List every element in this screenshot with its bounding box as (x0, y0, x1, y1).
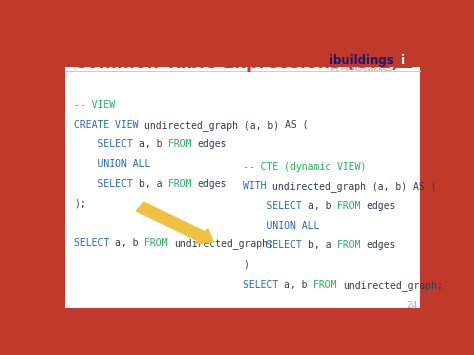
Text: SELECT: SELECT (74, 179, 138, 189)
Text: FROM: FROM (337, 240, 366, 250)
Text: FROM: FROM (313, 280, 343, 290)
Text: i: i (401, 54, 406, 67)
Text: SELECT: SELECT (243, 201, 308, 211)
Text: );: ); (74, 198, 86, 208)
Text: ): ) (243, 260, 249, 270)
Text: SELECT: SELECT (74, 238, 115, 248)
Text: -- CTE (dynamic VIEW): -- CTE (dynamic VIEW) (243, 162, 366, 171)
Text: ibuildings: ibuildings (329, 54, 394, 67)
Text: FROM: FROM (145, 238, 174, 248)
Text: SELECT: SELECT (243, 280, 284, 290)
Text: UNION ALL: UNION ALL (74, 159, 150, 169)
Text: undirected_graph;: undirected_graph; (343, 280, 443, 290)
Text: b, a: b, a (138, 179, 168, 189)
Text: UNION ALL: UNION ALL (243, 220, 319, 230)
Text: AS (: AS ( (285, 120, 309, 130)
Text: a, b: a, b (115, 238, 145, 248)
Bar (395, 53, 412, 68)
Text: edges: edges (197, 179, 227, 189)
Text: edges: edges (197, 140, 227, 149)
Text: CREATE: CREATE (74, 120, 115, 130)
FancyArrow shape (136, 202, 213, 244)
Text: VIEW: VIEW (115, 120, 145, 130)
Text: a, b: a, b (138, 140, 168, 149)
Text: undirected_graph (a, b): undirected_graph (a, b) (145, 120, 285, 131)
Text: FROM: FROM (168, 140, 197, 149)
Text: FROM: FROM (337, 201, 366, 211)
Text: edges: edges (366, 240, 396, 250)
Text: AS (: AS ( (413, 181, 437, 191)
Text: -- VIEW: -- VIEW (74, 100, 115, 110)
Bar (65, 34, 420, 67)
Text: edges: edges (366, 201, 396, 211)
Text: 24: 24 (406, 301, 418, 310)
Text: undirected_graph;: undirected_graph; (174, 238, 273, 249)
Text: b, a: b, a (308, 240, 337, 250)
Text: FROM: FROM (168, 179, 197, 189)
Text: THE PHP PROFESSIONALS: THE PHP PROFESSIONALS (329, 67, 392, 72)
Text: WITH: WITH (243, 181, 272, 191)
Text: undirected_graph (a, b): undirected_graph (a, b) (272, 181, 413, 192)
Text: Common Table Expressions (CTE): Common Table Expressions (CTE) (74, 54, 399, 72)
Text: SELECT: SELECT (243, 240, 308, 250)
Text: a, b: a, b (284, 280, 313, 290)
Text: a, b: a, b (308, 201, 337, 211)
Text: SELECT: SELECT (74, 140, 138, 149)
